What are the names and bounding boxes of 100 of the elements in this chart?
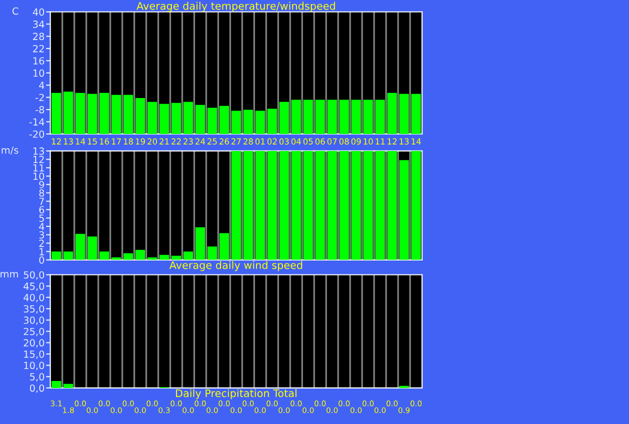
y-tick-label: 10,0 [24, 362, 44, 370]
bar [315, 100, 325, 134]
x-tick-label: 13 [64, 138, 73, 145]
y-tick-label: 40 [32, 8, 44, 16]
bar [111, 94, 122, 134]
bar [387, 150, 397, 260]
bar [52, 380, 62, 388]
y-tick-label: 28 [33, 32, 44, 40]
bar [219, 233, 229, 260]
x-tick-label: 28 [243, 138, 253, 145]
x-tick-label: 11 [376, 138, 385, 144]
x-tick-label: 25 [208, 138, 217, 145]
x-tick-label: 21 [160, 138, 169, 144]
x-tick-label: 13 [400, 138, 409, 145]
x-tick-label: 01 [255, 138, 265, 145]
bar [195, 227, 206, 260]
y-tick-label: -2 [36, 94, 44, 102]
x-tick-label: 06 [315, 138, 325, 145]
y-tick-label: 1 [40, 248, 44, 256]
bar [87, 94, 98, 134]
bar [279, 150, 289, 260]
bar [291, 150, 301, 260]
y-tick-label: 5,0 [30, 373, 44, 382]
y-tick-label: 15,0 [24, 350, 44, 359]
x-tick-label: 14 [76, 138, 86, 144]
bar [327, 150, 337, 260]
bar [243, 150, 253, 260]
y-tick-label: 2 [39, 240, 44, 247]
y-tick-label: 7 [39, 198, 44, 205]
x-tick-label: 15 [88, 138, 97, 145]
bar [399, 160, 409, 260]
x-tick-label: 09 [351, 138, 361, 145]
x-tick-label: 10 [364, 138, 373, 145]
bar [76, 234, 86, 260]
bar [147, 102, 158, 134]
y-tick-label: 0,0 [30, 384, 44, 393]
y-tick-label: 34 [33, 20, 44, 28]
bar [159, 104, 170, 134]
bar [255, 150, 265, 260]
bar [183, 252, 194, 260]
y-axis-title: C [12, 7, 18, 15]
x-tick-label: 02 [267, 138, 277, 145]
bar [231, 110, 241, 134]
y-axis-title: m/s [2, 146, 18, 155]
y-tick-label: 13 [33, 147, 44, 155]
x-tick-label: 12 [388, 138, 397, 144]
y-tick-label: -20 [29, 130, 44, 138]
y-tick-label: 4 [39, 222, 44, 230]
bar [339, 100, 349, 134]
y-tick-label: 10 [33, 172, 44, 180]
bar [351, 100, 361, 134]
bar [411, 94, 421, 134]
y-tick-label: 25,0 [24, 328, 44, 336]
y-tick-label: 50,0 [24, 271, 44, 280]
bar [291, 100, 301, 134]
x-tick-label: 12 [52, 138, 61, 144]
bar [52, 92, 62, 134]
y-tick-label: 16 [33, 57, 44, 65]
y-tick-label: 35,0 [24, 305, 44, 314]
bar [279, 102, 289, 134]
x-tick-label: 14 [412, 138, 421, 144]
bar [303, 150, 313, 260]
y-axis-title: mm [0, 272, 18, 278]
x-tick-label: 16 [100, 138, 110, 145]
bar [195, 104, 206, 134]
bar [207, 246, 218, 260]
bar [99, 252, 110, 260]
bar [64, 252, 74, 260]
bar [231, 150, 241, 260]
x-tick-label: 27 [232, 138, 241, 144]
y-tick-label: 4 [39, 82, 44, 89]
y-tick-label: 3 [39, 231, 44, 239]
bar [87, 236, 98, 260]
x-tick-label: 20 [148, 138, 157, 145]
bar [363, 150, 373, 260]
y-tick-label: 0 [39, 256, 44, 264]
y-tick-label: 20,0 [24, 339, 44, 348]
bar [135, 98, 146, 134]
x-tick-label: 04 [291, 138, 301, 145]
y-tick-label: 12 [33, 156, 44, 164]
bar [171, 256, 182, 260]
x-tick-label: 05 [303, 138, 313, 145]
x-tick-label: 22 [172, 138, 181, 144]
bar [183, 102, 194, 134]
bar [243, 110, 253, 134]
x-tick-label: 24 [196, 138, 206, 144]
y-tick-label: 9 [39, 180, 44, 188]
x-tick-label: 08 [339, 138, 349, 145]
y-tick-label: 6 [39, 206, 44, 214]
y-tick-label: 11 [33, 164, 44, 172]
bar [99, 92, 110, 134]
bar [64, 92, 74, 134]
bar [339, 150, 349, 260]
x-tick-label: 26 [220, 138, 229, 145]
bar [363, 100, 373, 134]
bar [207, 108, 218, 134]
x-tick-label: 23 [184, 138, 193, 145]
y-tick-label: -14 [29, 118, 44, 126]
y-tick-label: 45,0 [24, 282, 44, 291]
y-tick-label: -8 [36, 106, 44, 114]
